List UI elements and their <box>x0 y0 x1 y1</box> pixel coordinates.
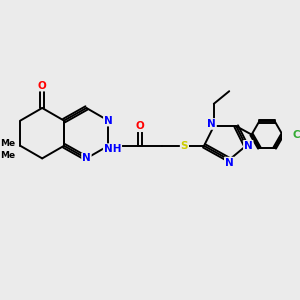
Text: N: N <box>82 153 91 164</box>
Text: Cl: Cl <box>292 130 300 140</box>
Text: N: N <box>207 119 216 129</box>
Text: N: N <box>244 141 253 151</box>
Text: N: N <box>225 158 234 168</box>
Text: O: O <box>38 81 46 91</box>
Text: Me: Me <box>0 151 15 160</box>
Text: N: N <box>104 116 112 126</box>
Text: S: S <box>181 141 188 151</box>
Text: O: O <box>135 121 144 131</box>
Text: Me: Me <box>0 139 15 148</box>
Text: NH: NH <box>104 144 121 154</box>
